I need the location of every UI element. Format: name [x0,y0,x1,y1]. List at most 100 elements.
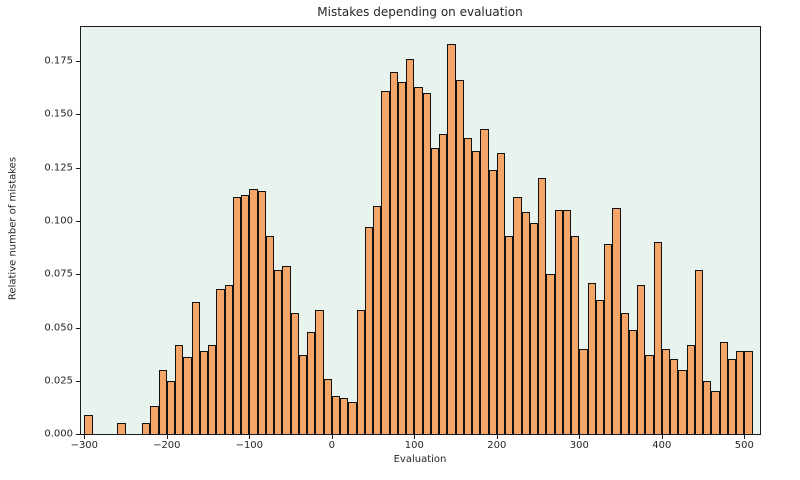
histogram-bar [455,80,464,434]
histogram-bar [274,269,283,434]
y-tick-label: 0.025 [44,375,73,387]
y-tick-label: 0.175 [44,55,73,67]
histogram-bar [84,414,93,434]
histogram-bar [513,197,522,434]
histogram-bar [414,86,423,434]
x-tick-mark [496,435,498,439]
x-tick-label: 500 [734,440,754,451]
histogram-bar [719,342,728,434]
histogram-bar [661,348,671,434]
histogram-bar [216,289,225,434]
histogram-bar [505,235,514,434]
histogram-bar [628,329,638,434]
histogram-bar [439,133,448,434]
histogram-bar [670,359,679,434]
histogram-bar [257,191,266,434]
histogram-bar [208,344,217,434]
histogram-bar [364,227,374,434]
histogram-bar [158,370,167,434]
histogram-bar [554,210,563,434]
histogram-bar [579,348,588,434]
histogram-bar [150,406,159,434]
y-tick-mark [76,327,80,329]
y-tick-label: 0.150 [44,108,73,120]
histogram-bar [307,331,316,434]
histogram-bar [694,269,704,434]
histogram-bar [480,129,489,434]
histogram-bar [389,71,398,434]
histogram-bar [430,148,440,434]
histogram-bar [183,357,192,434]
histogram-bar [406,58,415,434]
histogram-bar [736,350,745,434]
histogram-bar [472,150,481,434]
histogram-bar [191,301,200,434]
histogram-bar [637,284,646,434]
y-tick-label: 0.000 [44,428,73,440]
histogram-bar [604,244,613,434]
y-tick-mark [76,220,80,222]
histogram-bar [529,223,539,434]
histogram-bar [348,402,357,434]
x-tick-label: 400 [652,440,672,451]
y-tick-mark [76,61,80,63]
x-tick-mark [414,435,416,439]
histogram-bar [744,350,753,434]
histogram-bar [496,152,506,434]
histogram-bar [175,344,184,434]
y-tick-mark [76,434,80,435]
histogram-bar [199,350,209,434]
histogram-bar [331,395,341,434]
histogram-bar [521,212,530,434]
y-tick-mark [76,167,80,169]
histogram-bar [546,274,555,434]
histogram-bar [595,299,605,434]
x-tick-mark [331,435,333,439]
x-tick-label: 200 [487,440,507,451]
histogram-bar [117,423,126,434]
histogram-bar [571,235,580,434]
x-tick-label: −100 [235,440,264,451]
y-tick-mark [76,380,80,382]
x-tick-label: 0 [328,440,335,451]
chart-title: Mistakes depending on evaluation [317,5,523,19]
histogram-bar [381,90,390,434]
histogram-bar [727,359,737,434]
histogram-bar [265,235,275,434]
histogram-bar [323,378,332,434]
histogram-bar [562,210,572,434]
x-tick-label: 300 [569,440,589,451]
histogram-bar [645,355,654,434]
histogram-bar [356,310,365,434]
x-tick-mark [249,435,251,439]
histogram-bar [290,312,299,434]
histogram-bar [340,397,349,434]
x-axis-label: Evaluation [393,454,447,465]
histogram-bar [142,423,151,434]
y-tick-label: 0.125 [44,162,73,174]
plot-area [80,26,761,435]
histogram-bar [678,370,687,434]
histogram-bar [703,380,712,434]
histogram-bar [241,195,250,434]
histogram-bar [488,169,497,434]
histogram-bar [711,391,720,434]
y-tick-label: 0.075 [44,268,73,280]
histogram-bar [538,178,547,434]
histogram-bar [224,284,233,434]
histogram-bar [298,355,308,434]
x-tick-label: −300 [70,440,99,451]
histogram-bar [620,312,629,434]
y-axis-label: Relative number of mistakes [7,156,19,301]
histogram-bar [612,208,621,434]
histogram-bar [282,265,291,434]
histogram-bar [587,282,596,434]
x-tick-mark [579,435,581,439]
x-tick-mark [84,435,86,439]
x-tick-mark [166,435,168,439]
y-tick-label: 0.050 [44,322,73,333]
histogram-bar [397,82,407,434]
y-tick-label: 0.100 [44,215,73,227]
histogram-bar [249,188,258,434]
x-tick-label: 100 [404,440,424,451]
